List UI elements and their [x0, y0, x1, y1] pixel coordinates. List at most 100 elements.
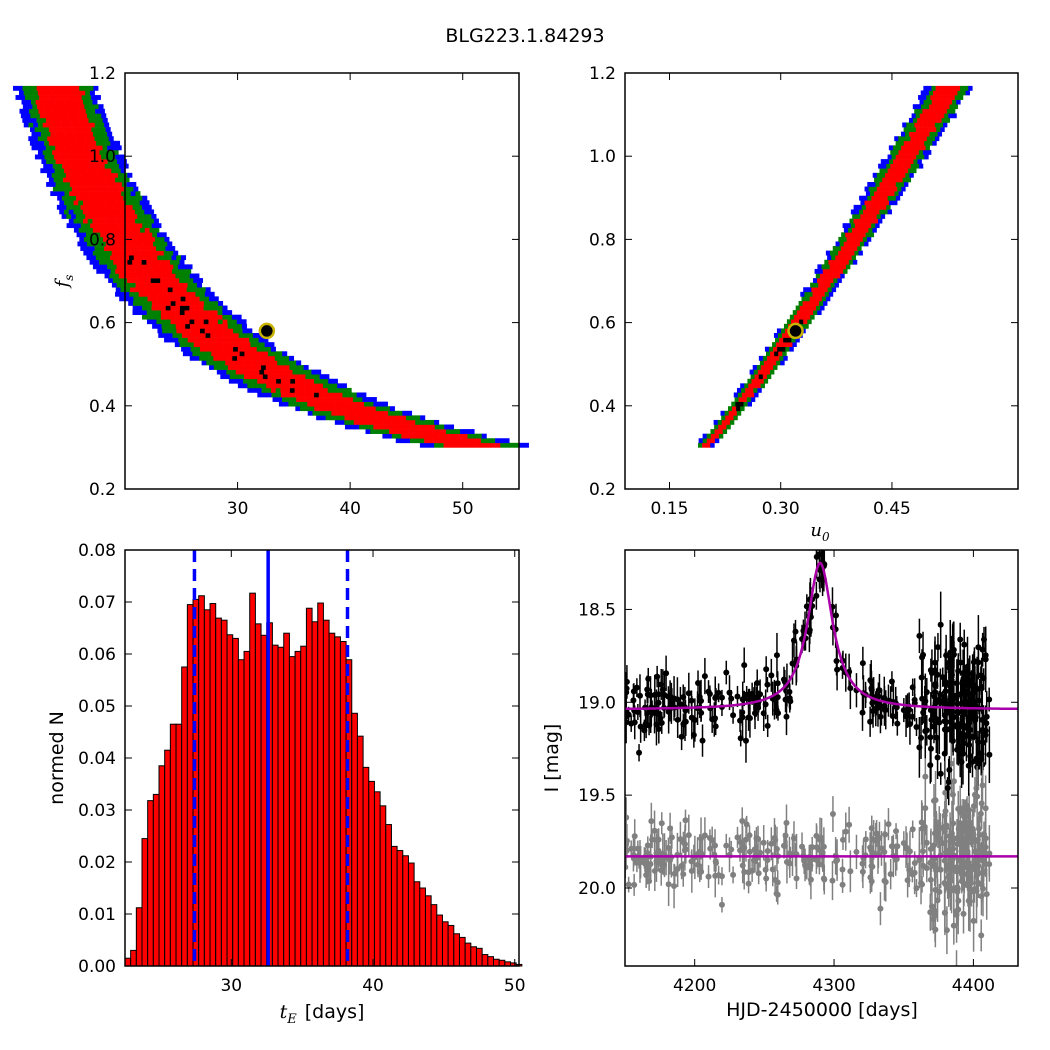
density-cell [387, 424, 393, 430]
histogram-bar [277, 646, 285, 967]
density-cell [789, 314, 795, 320]
data-point [760, 710, 767, 717]
density-cell [382, 433, 388, 439]
density-cell [119, 232, 125, 238]
density-cell [930, 122, 936, 128]
density-cell [189, 305, 195, 311]
density-cell [133, 186, 139, 192]
density-cell [749, 369, 754, 375]
data-point [682, 718, 689, 725]
density-cell [125, 227, 131, 233]
density-cell [342, 392, 348, 398]
density-cell [304, 406, 310, 412]
density-cell [144, 264, 150, 270]
histogram-bar [152, 793, 160, 967]
density-cell [102, 145, 108, 151]
density-cell [913, 145, 918, 151]
density-cell [337, 406, 343, 412]
density-cell [462, 433, 468, 439]
density-cell [307, 410, 313, 416]
density-cell [326, 410, 332, 416]
density-cell [129, 241, 135, 247]
density-cell [47, 108, 53, 114]
density-cell [354, 424, 360, 430]
density-cell [227, 355, 233, 361]
density-cell [46, 85, 52, 91]
density-cell [305, 374, 311, 380]
density-cell [212, 314, 218, 320]
residual-point [932, 797, 939, 804]
density-cell [291, 397, 297, 402]
data-point [663, 670, 670, 677]
density-cell [348, 397, 354, 402]
residual-point [773, 845, 780, 852]
data-point [658, 681, 665, 688]
data-point [636, 749, 643, 756]
density-cell [952, 99, 957, 105]
density-cell [180, 319, 186, 325]
density-cell [937, 104, 942, 110]
density-cell [131, 236, 137, 242]
density-cell [55, 117, 61, 123]
density-cell [79, 159, 85, 164]
density-cell [151, 246, 157, 251]
density-cell [153, 287, 159, 293]
y-tick-label: 1.2 [589, 64, 616, 84]
density-cell [855, 241, 861, 247]
density-cell [171, 323, 177, 329]
density-cell [875, 223, 880, 229]
density-cell [937, 131, 943, 137]
density-cell [116, 250, 122, 256]
data-point [641, 727, 648, 734]
density-cell [132, 259, 138, 265]
density-cell [22, 104, 28, 110]
density-cell [132, 310, 138, 315]
y-tick-label: 19.0 [578, 693, 616, 713]
data-point [881, 702, 888, 709]
density-cell [105, 177, 111, 183]
density-cell [823, 273, 829, 279]
density-cell [725, 419, 731, 425]
density-cell [162, 255, 168, 261]
density-cell [81, 127, 88, 132]
density-cell [38, 108, 44, 114]
density-cell [765, 351, 771, 357]
residual-point [853, 848, 860, 855]
density-cell [123, 232, 129, 238]
density-cell [943, 85, 949, 91]
density-cell [345, 410, 351, 416]
density-cell [226, 369, 232, 375]
density-cell [323, 378, 329, 384]
density-cell [237, 355, 243, 361]
density-cell [710, 429, 715, 434]
density-cell [815, 287, 820, 293]
residual-point [739, 817, 746, 824]
density-cell [388, 410, 394, 416]
density-cell [299, 383, 305, 389]
density-cell [94, 223, 100, 229]
density-cell [359, 410, 365, 416]
residual-point [671, 883, 678, 890]
density-cell [208, 314, 214, 320]
density-cell [247, 346, 253, 352]
density-cell [146, 223, 152, 229]
density-cell [87, 200, 93, 206]
density-cell [251, 355, 257, 361]
density-cell [395, 438, 401, 444]
density-cell [57, 108, 63, 114]
density-cell [56, 204, 62, 210]
density-cell [109, 195, 115, 201]
density-cell [49, 99, 55, 105]
residual-point [833, 857, 840, 864]
density-cell [163, 250, 169, 256]
density-cell [118, 195, 124, 201]
density-cell [264, 342, 270, 348]
density-cell [75, 136, 81, 142]
density-cell [115, 241, 121, 247]
density-cell [157, 296, 163, 302]
density-cell [144, 209, 150, 215]
density-cell [450, 429, 456, 434]
y-tick-label: 0.06 [78, 645, 116, 665]
data-point [644, 686, 651, 693]
